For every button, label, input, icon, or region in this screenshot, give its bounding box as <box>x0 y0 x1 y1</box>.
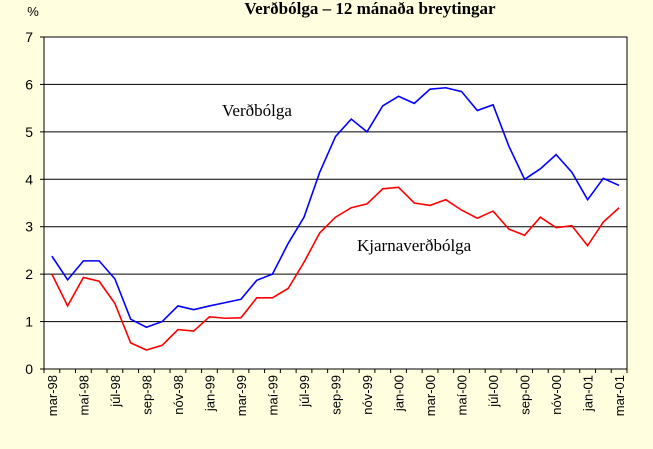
x-tick-label: mar-98 <box>45 375 60 416</box>
x-tick-label: mar-99 <box>234 375 249 416</box>
x-tick-label: maí-99 <box>265 375 280 415</box>
annotation: Verðbólga <box>222 101 292 120</box>
y-tick-label: 1 <box>25 314 33 330</box>
y-tick-label: 3 <box>25 219 33 235</box>
x-tick-label: nóv-98 <box>171 375 186 415</box>
x-tick-label: jan-01 <box>581 375 596 412</box>
y-tick-label: 5 <box>25 124 33 140</box>
x-tick-label: nóv-99 <box>360 375 375 415</box>
x-tick-label: júl-99 <box>297 375 312 408</box>
x-tick-label: nóv-00 <box>549 375 564 415</box>
y-tick-label: 0 <box>25 361 33 377</box>
chart-title: Verðbólga – 12 mánaða breytingar <box>244 0 496 18</box>
data-line <box>51 86 620 329</box>
y-tick-label: 6 <box>25 76 33 92</box>
x-tick-label: sep-98 <box>139 375 154 415</box>
x-tick-label: sep-99 <box>329 375 344 415</box>
y-axis-label: % <box>27 4 39 19</box>
y-tick-label: 4 <box>25 171 33 187</box>
x-tick-label: mar-01 <box>612 375 627 416</box>
y-tick-label: 7 <box>25 29 33 45</box>
plot-border <box>43 36 628 370</box>
x-tick-label: jan-00 <box>392 375 407 412</box>
x-tick-label: maí-98 <box>76 375 91 415</box>
x-tick-label: júl-98 <box>108 375 123 408</box>
x-tick-label: maí-00 <box>455 375 470 415</box>
x-tick-label: júl-00 <box>486 375 501 408</box>
x-tick-label: sep-00 <box>518 375 533 415</box>
x-tick-label: jan-99 <box>202 375 217 412</box>
data-line <box>51 186 620 351</box>
annotation: Kjarnaverðbólga <box>357 236 472 255</box>
x-tick-label: mar-00 <box>423 375 438 416</box>
plot-area <box>44 37 627 369</box>
y-tick-label: 2 <box>25 266 33 282</box>
